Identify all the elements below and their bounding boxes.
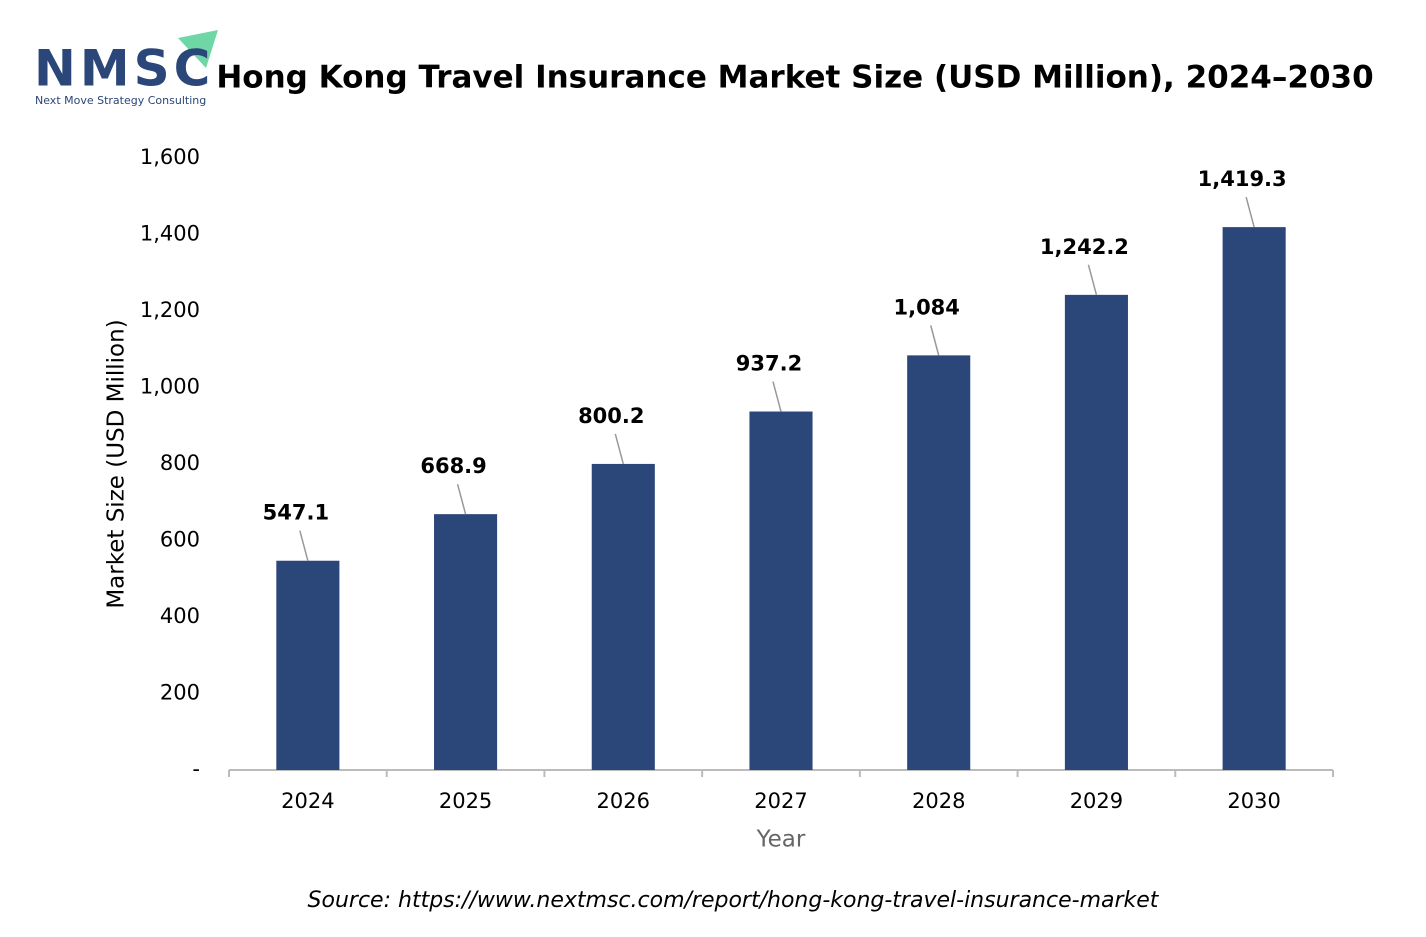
value-label: 1,084 [893, 295, 959, 319]
bar [591, 463, 655, 770]
y-tick-label: 1,000 [140, 375, 200, 399]
bar [276, 560, 340, 770]
leader-line [1245, 196, 1255, 228]
y-tick-label: 1,600 [140, 145, 200, 169]
x-tick-label: 2030 [1227, 789, 1280, 813]
y-tick-label: 800 [160, 451, 200, 475]
chart-title: Hong Kong Travel Insurance Market Size (… [216, 60, 1373, 96]
x-tick-label: 2025 [439, 789, 492, 813]
y-tick-label: 400 [160, 604, 200, 628]
leader-line [1087, 264, 1098, 296]
y-tick-label: 1,200 [140, 298, 200, 322]
leader-line [299, 530, 309, 561]
bar [749, 411, 813, 770]
value-label: 800.2 [578, 404, 644, 428]
value-label: 547.1 [263, 501, 329, 525]
logo-name: NMSC [34, 40, 214, 98]
y-tick-label: 200 [160, 681, 200, 705]
x-tick-label: 2027 [754, 789, 807, 813]
x-tick-label: 2024 [281, 789, 334, 813]
value-label: 1,242.2 [1040, 235, 1129, 259]
logo-tagline: Next Move Strategy Consulting [35, 94, 206, 107]
bar [434, 514, 498, 770]
leader-line [456, 483, 467, 515]
bar [907, 355, 971, 770]
bar [1064, 294, 1128, 770]
leader-line [614, 433, 625, 465]
value-label: 1,419.3 [1198, 167, 1287, 191]
logo-icon [178, 30, 218, 68]
source: Source: https://www.nextmsc.com/report/h… [308, 888, 1160, 913]
x-tick-label: 2026 [597, 789, 650, 813]
leader-line [772, 381, 782, 412]
leader-line [929, 325, 940, 356]
value-label: 668.9 [420, 454, 486, 478]
y-tick-label: - [192, 757, 200, 781]
y-tick-label: 1,400 [140, 222, 200, 246]
x-axis-title: Year [756, 827, 806, 853]
x-tick-label: 2029 [1070, 789, 1123, 813]
x-tick-label: 2028 [912, 789, 965, 813]
value-label: 937.2 [736, 352, 802, 376]
bar [1222, 227, 1286, 771]
y-axis-title: Market Size (USD Million) [104, 319, 130, 608]
y-tick-label: 600 [160, 528, 200, 552]
